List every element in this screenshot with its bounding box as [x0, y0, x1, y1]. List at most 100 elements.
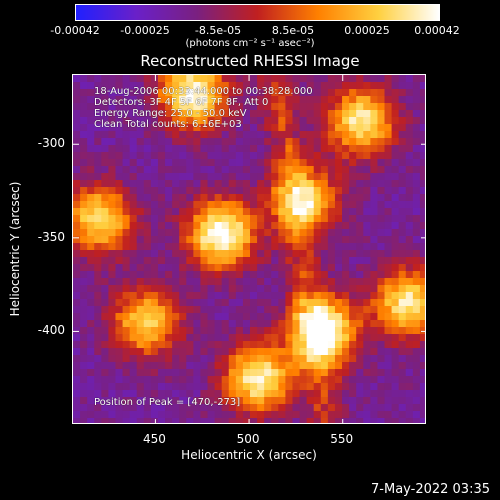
heatmap-cell [250, 313, 258, 321]
heatmap-cell [73, 201, 81, 209]
heatmap-cell [200, 285, 208, 293]
heatmap-cell [87, 418, 95, 423]
heatmap-cell [377, 264, 385, 272]
heatmap-cell [412, 173, 421, 181]
heatmap-cell [320, 243, 329, 251]
heatmap-cell [165, 257, 173, 265]
heatmap-cell [101, 320, 109, 328]
heatmap-cell [306, 292, 315, 300]
heatmap-cell [165, 320, 173, 328]
heatmap-cell [285, 397, 293, 405]
heatmap-cell [242, 117, 251, 125]
heatmap-cell [150, 327, 159, 335]
heatmap-cell [200, 390, 208, 398]
heatmap-cell [80, 208, 88, 216]
heatmap-cell [228, 222, 237, 230]
heatmap-cell [327, 96, 336, 104]
heatmap-cell [412, 355, 421, 363]
heatmap-cell [179, 152, 187, 160]
heatmap-cell [186, 327, 194, 335]
heatmap-cell [115, 271, 123, 279]
heatmap-cell [221, 278, 230, 286]
heatmap-cell [306, 257, 315, 265]
heatmap-cell [398, 397, 407, 405]
heatmap-cell [398, 103, 407, 111]
heatmap-cell [419, 152, 425, 160]
heatmap-cell [179, 390, 187, 398]
heatmap-cell [349, 383, 357, 391]
heatmap-cell [356, 418, 364, 423]
heatmap-cell [129, 166, 138, 174]
heatmap-cell [165, 110, 173, 118]
heatmap-cell [235, 278, 244, 286]
heatmap-cell [115, 411, 123, 419]
heatmap-cell [405, 131, 414, 139]
heatmap-cell [87, 397, 95, 405]
heatmap-cell [108, 418, 116, 423]
heatmap-cell [221, 152, 230, 160]
heatmap-cell [101, 124, 109, 132]
heatmap-cell [193, 89, 201, 97]
heatmap-cell [221, 131, 230, 139]
heatmap-cell [412, 418, 421, 423]
heatmap-cell [377, 348, 385, 356]
heatmap-cell [349, 138, 357, 146]
heatmap-cell [391, 82, 400, 90]
heatmap-cell [370, 110, 378, 118]
heatmap-cell [264, 173, 272, 181]
heatmap-cell [313, 404, 322, 412]
heatmap-cell [405, 110, 414, 118]
heatmap-cell [398, 215, 407, 223]
heatmap-cell [101, 306, 109, 314]
heatmap-cell [342, 243, 350, 251]
heatmap-cell [384, 362, 392, 370]
heatmap-cell [228, 376, 237, 384]
heatmap-cell [419, 250, 425, 258]
heatmap-cell [320, 362, 329, 370]
heatmap-cell [419, 285, 425, 293]
heatmap-cell [172, 334, 180, 342]
heatmap-cell [122, 194, 131, 202]
heatmap-cell [257, 292, 265, 300]
heatmap-cell [94, 320, 102, 328]
heatmap-cell [235, 124, 244, 132]
heatmap-cell [370, 152, 378, 160]
heatmap-cell [264, 180, 272, 188]
heatmap-cell [228, 89, 237, 97]
heatmap-cell [384, 411, 392, 419]
heatmap-cell [377, 334, 385, 342]
heatmap-cell [313, 131, 322, 139]
heatmap-cell [285, 341, 293, 349]
heatmap-cell [214, 145, 223, 153]
heatmap-cell [320, 194, 329, 202]
heatmap-cell [405, 390, 414, 398]
heatmap-cell [419, 131, 425, 139]
heatmap-cell [179, 236, 187, 244]
heatmap-cell [320, 89, 329, 97]
heatmap-cell [172, 75, 180, 83]
heatmap-cell [228, 187, 237, 195]
heatmap-cell [193, 257, 201, 265]
heatmap-cell [299, 236, 308, 244]
heatmap-cell [342, 96, 350, 104]
heatmap-cell [87, 355, 95, 363]
heatmap-cell [193, 418, 201, 423]
heatmap-cell [391, 341, 400, 349]
heatmap-cell [115, 194, 123, 202]
heatmap-cell [193, 103, 201, 111]
heatmap-cell [80, 131, 88, 139]
heatmap-cell [405, 383, 414, 391]
heatmap-cell [207, 82, 215, 90]
heatmap-cell [193, 124, 201, 132]
heatmap-cell [228, 397, 237, 405]
heatmap-cell [370, 82, 378, 90]
heatmap-cell [349, 411, 357, 419]
heatmap-cell [94, 152, 102, 160]
heatmap-cell [165, 82, 173, 90]
heatmap-cell [136, 341, 145, 349]
heatmap-cell [129, 257, 138, 265]
heatmap-cell [405, 152, 414, 160]
heatmap-cell [193, 390, 201, 398]
heatmap-cell [235, 348, 244, 356]
heatmap-cell [264, 131, 272, 139]
